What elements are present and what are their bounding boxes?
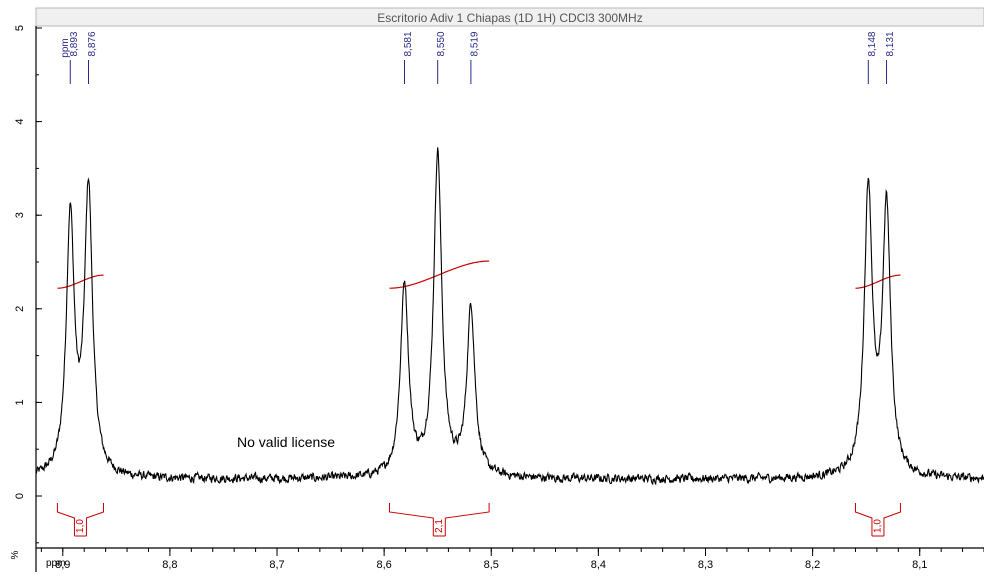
integral-value: 2,1 bbox=[434, 519, 445, 533]
x-axis-ticks: 8,9 8,8 8,7 8,6 8,5 8,4 8,3 8,2 8,1 bbox=[40, 548, 984, 571]
x-tick-label: 8,2 bbox=[805, 559, 820, 571]
peak-label-value: 8,148 bbox=[867, 31, 878, 56]
integral-bracket bbox=[854, 503, 901, 537]
x-tick-label: 8,7 bbox=[269, 559, 284, 571]
x-tick-label: 8,5 bbox=[484, 559, 499, 571]
watermark-text: No valid license bbox=[237, 434, 335, 450]
y-tick-label: 2 bbox=[14, 306, 26, 312]
peak-label-axis-unit: ppm bbox=[60, 38, 71, 57]
peak-label-value: 8,131 bbox=[885, 31, 896, 56]
peak-label-value: 8,876 bbox=[87, 31, 98, 56]
y-tick-label: 3 bbox=[14, 212, 26, 218]
integral-regions: 1,0 2,1 1,0 bbox=[56, 260, 901, 537]
x-tick-label: 8,4 bbox=[591, 559, 606, 571]
x-tick-label: 8,3 bbox=[698, 559, 713, 571]
y-axis-unit-label: % bbox=[10, 550, 21, 559]
peak-label-value: 8,893 bbox=[69, 31, 80, 56]
y-tick-label: 4 bbox=[14, 119, 26, 125]
spectrum-line bbox=[35, 147, 984, 486]
integral-bracket bbox=[56, 503, 104, 537]
y-axis-ticks: 0 1 2 3 4 5 bbox=[14, 25, 42, 544]
y-tick-label: 0 bbox=[14, 493, 26, 499]
integral-value: 1,0 bbox=[872, 519, 883, 533]
x-tick-label: 8,1 bbox=[912, 559, 927, 571]
peak-labels: 8,893 8,876 8,581 8,550 8,519 8,148 8,131 bbox=[69, 31, 896, 84]
integral-curve bbox=[389, 260, 490, 289]
chart-title: Escritorio Adiv 1 Chiapas (1D 1H) CDCl3 … bbox=[377, 11, 642, 25]
x-tick-label: 8,9 bbox=[55, 559, 70, 571]
title-bar bbox=[35, 7, 984, 27]
y-tick-label: 1 bbox=[14, 399, 26, 405]
x-tick-label: 8,6 bbox=[376, 559, 391, 571]
integral-curve bbox=[855, 274, 901, 289]
peak-label-value: 8,581 bbox=[403, 31, 414, 56]
integral-curve bbox=[57, 274, 104, 289]
x-tick-label: 8,8 bbox=[162, 559, 177, 571]
x-axis-unit-label: ppm bbox=[46, 558, 65, 569]
integral-value: 1,0 bbox=[75, 519, 86, 533]
y-tick-label: 5 bbox=[14, 25, 26, 31]
integral-bracket bbox=[388, 503, 490, 537]
peak-label-value: 8,519 bbox=[469, 31, 480, 56]
peak-label-value: 8,550 bbox=[436, 31, 447, 56]
